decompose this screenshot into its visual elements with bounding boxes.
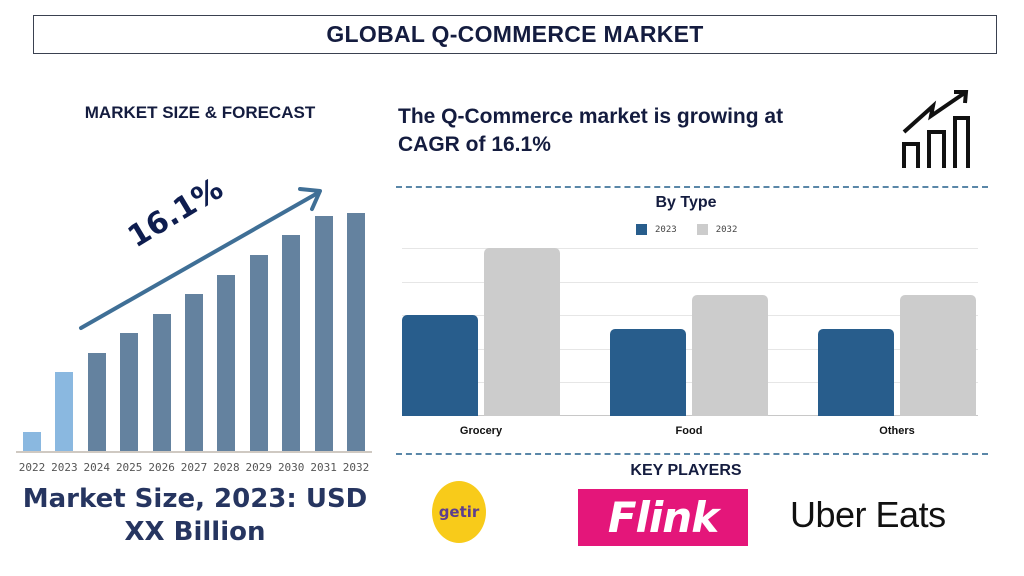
forecast-x-label: 2024 — [83, 461, 111, 474]
forecast-x-label: 2025 — [115, 461, 143, 474]
forecast-x-label: 2031 — [310, 461, 337, 474]
type-x-label: Food — [675, 425, 703, 437]
forecast-bar-2026 — [152, 314, 171, 451]
forecast-bar-2032 — [347, 213, 365, 451]
bar-grocery-2032 — [484, 248, 560, 416]
gridline — [402, 281, 978, 283]
forecast-bar-2030 — [282, 235, 301, 451]
by-type-title: By Type — [655, 194, 717, 211]
forecast-x-label: 2022 — [18, 461, 46, 474]
getir-logo: getir — [432, 481, 486, 543]
growth-line2: CAGR of 16.1% — [398, 133, 551, 156]
forecast-x-label: 2023 — [51, 461, 78, 474]
market-size-text: Market Size, 2023: USD XX Billion — [0, 483, 390, 549]
legend-label-2032: 2032 — [715, 224, 738, 235]
key-players-title: KEY PLAYERS — [630, 462, 742, 479]
gridline — [402, 348, 978, 350]
type-x-label: Others — [879, 425, 915, 437]
forecast-baseline — [16, 451, 372, 453]
legend-swatch-2023 — [636, 224, 647, 235]
legend-item-2023: 2023 — [636, 224, 677, 235]
section-divider-2 — [396, 453, 988, 455]
chart-baseline — [402, 415, 978, 416]
legend-swatch-2032 — [696, 224, 708, 235]
forecast-bar-2023 — [55, 372, 74, 451]
growth-line1: The Q-Commerce market is growing at — [398, 105, 784, 128]
bar-food-2032 — [692, 295, 768, 416]
market-size-line1: Market Size, 2023: USD — [22, 484, 368, 514]
forecast-bar-2031 — [314, 216, 333, 451]
forecast-bar-2027 — [185, 294, 203, 451]
forecast-bar-2024 — [87, 353, 106, 451]
bar-chart-growth-icon — [902, 90, 970, 168]
forecast-x-label: 2026 — [148, 461, 175, 474]
bar-others-2032 — [900, 295, 976, 416]
title-banner: GLOBAL Q-COMMERCE MARKET — [33, 15, 997, 54]
forecast-x-label: 2029 — [245, 461, 273, 474]
legend-item-2032: 2032 — [696, 224, 738, 235]
market-size-line2: XX Billion — [124, 517, 266, 547]
gridline — [402, 248, 978, 249]
growth-arrow-icon — [79, 187, 322, 330]
bar-others-2023 — [818, 328, 894, 416]
market-size-heading: MARKET SIZE & FORECAST — [84, 103, 316, 122]
forecast-x-label: 2027 — [180, 461, 208, 474]
forecast-bar-2025 — [120, 333, 139, 451]
forecast-bar-2022 — [23, 432, 41, 451]
chart-legend: 2023 2032 — [636, 224, 757, 235]
legend-label-2023: 2023 — [655, 224, 677, 235]
growth-statement: The Q-Commerce market is growing at CAGR… — [398, 103, 868, 159]
by-type-bar-chart — [402, 248, 978, 416]
forecast-x-label: 2030 — [277, 461, 305, 474]
page-title: GLOBAL Q-COMMERCE MARKET — [326, 21, 704, 47]
section-divider — [396, 186, 988, 188]
gridline — [402, 382, 978, 384]
bar-grocery-2023 — [402, 315, 478, 416]
forecast-x-label: 2028 — [213, 461, 240, 474]
flink-logo: Flink — [578, 489, 748, 546]
forecast-bar-2029 — [249, 255, 268, 451]
bar-food-2023 — [610, 328, 686, 416]
type-x-label: Grocery — [459, 425, 503, 437]
forecast-x-label: 2032 — [342, 461, 370, 474]
uber-eats-logo: Uber Eats — [790, 494, 946, 535]
forecast-bar-2028 — [217, 275, 236, 451]
gridline — [402, 315, 978, 317]
